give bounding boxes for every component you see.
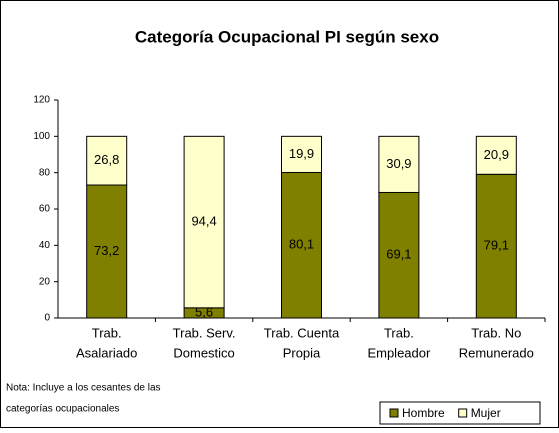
x-tick-label: Propia bbox=[283, 345, 321, 360]
bar-segment bbox=[378, 135, 420, 193]
bar-segment bbox=[475, 173, 517, 319]
x-tick-label: Trab. Serv. bbox=[173, 325, 236, 340]
y-tick-label: 120 bbox=[33, 95, 50, 106]
y-tick-label: 20 bbox=[39, 276, 51, 287]
y-tick-label: 80 bbox=[39, 167, 51, 178]
data-label: 69,1 bbox=[386, 247, 411, 262]
data-label: 73,2 bbox=[94, 243, 119, 258]
x-tick-label: Trab. No bbox=[471, 325, 521, 340]
data-label: 30,9 bbox=[386, 156, 411, 171]
bar-segment bbox=[281, 171, 322, 319]
legend-label: Mujer bbox=[471, 406, 501, 420]
x-tick-label: Trab. Cuenta bbox=[264, 325, 340, 340]
x-tick-label: Empleador bbox=[367, 345, 431, 360]
x-tick-label: Asalariado bbox=[76, 345, 137, 360]
y-tick-label: 100 bbox=[33, 131, 50, 142]
x-tick-label: Trab. bbox=[92, 325, 122, 340]
data-label: 94,4 bbox=[191, 214, 216, 229]
bar-segment bbox=[281, 135, 322, 173]
y-tick-label: 60 bbox=[39, 204, 51, 215]
data-label: 80,1 bbox=[289, 237, 314, 252]
data-label: 26,8 bbox=[94, 152, 119, 167]
data-label: 20,9 bbox=[484, 147, 509, 162]
legend-label: Hombre bbox=[402, 406, 445, 420]
x-tick-label: Trab. bbox=[384, 325, 414, 340]
note: categorías ocupacionales bbox=[6, 404, 119, 415]
bar-segment bbox=[86, 135, 128, 186]
y-tick-label: 40 bbox=[39, 240, 51, 251]
x-tick-label: Remunerado bbox=[459, 345, 534, 360]
legend-swatch bbox=[389, 408, 399, 418]
note: Nota: Incluye a los cesantes de las bbox=[6, 383, 161, 394]
chart-title: Categoría Ocupacional PI según sexo bbox=[135, 27, 439, 46]
bar-segment bbox=[475, 135, 517, 175]
bar-segment bbox=[183, 135, 225, 309]
y-tick-label: 0 bbox=[44, 313, 50, 324]
data-label: 19,9 bbox=[289, 146, 314, 161]
data-label: 79,1 bbox=[484, 238, 509, 253]
legend-swatch bbox=[458, 408, 468, 418]
x-tick-label: Domestico bbox=[173, 345, 234, 360]
bar-segment bbox=[378, 191, 420, 319]
